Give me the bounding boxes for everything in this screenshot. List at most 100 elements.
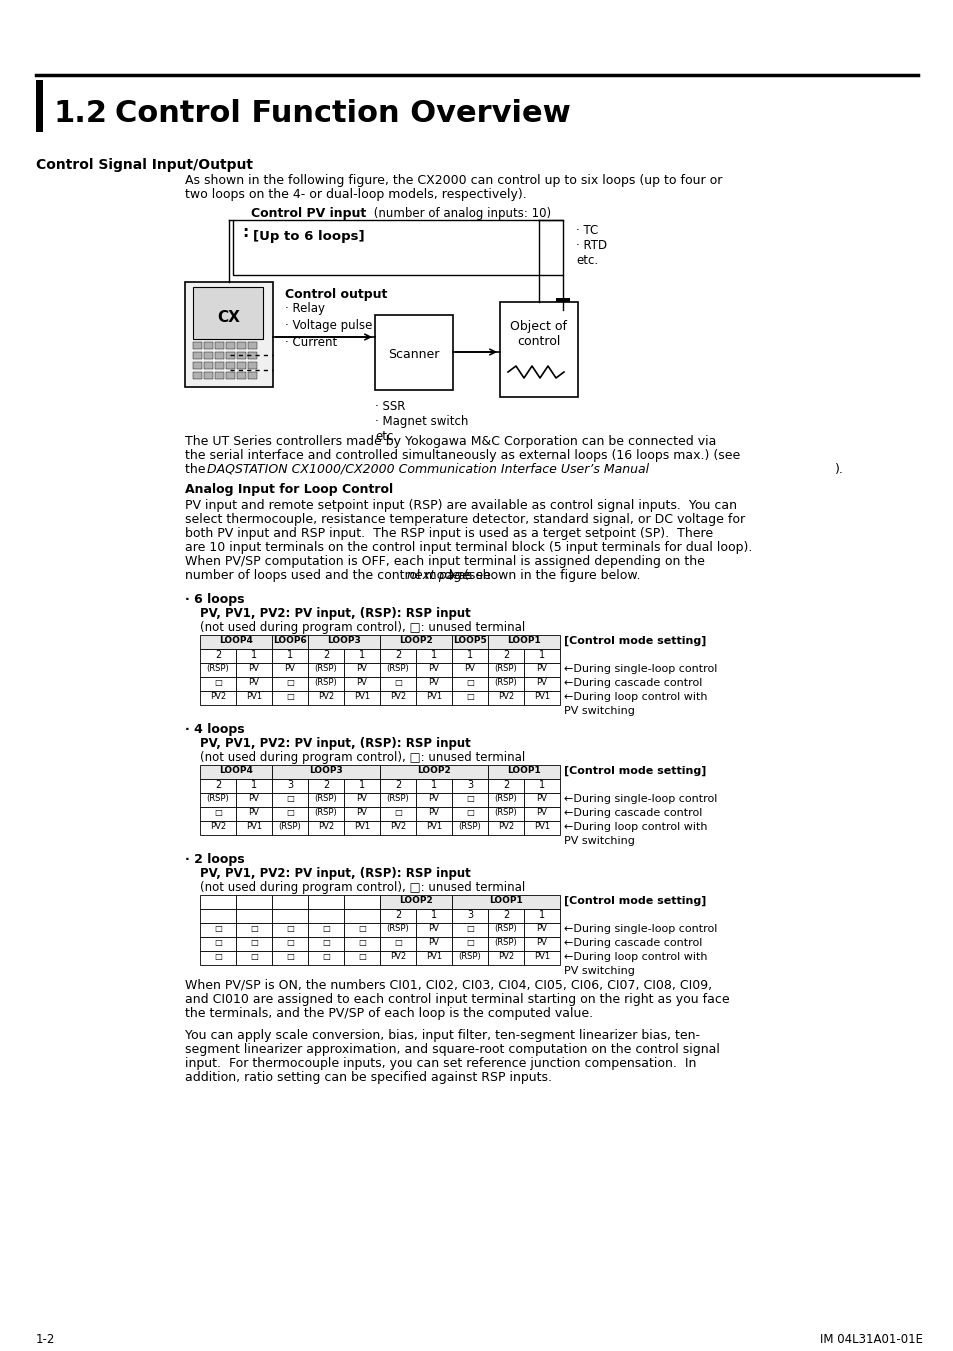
- Text: (RSP): (RSP): [458, 821, 481, 831]
- Text: (RSP): (RSP): [314, 808, 337, 817]
- Text: ←During single-loop control: ←During single-loop control: [563, 794, 717, 804]
- Bar: [308, 663, 344, 677]
- Text: Scanner: Scanner: [388, 349, 439, 362]
- Text: □: □: [466, 808, 474, 817]
- Bar: [272, 690, 308, 705]
- Text: (RSP): (RSP): [494, 938, 517, 947]
- Bar: [200, 793, 235, 807]
- Bar: [235, 821, 272, 835]
- Bar: [344, 909, 379, 923]
- Bar: [226, 353, 234, 359]
- Text: □: □: [466, 692, 474, 701]
- Bar: [308, 951, 344, 965]
- Bar: [272, 663, 308, 677]
- Bar: [523, 807, 559, 821]
- Text: (RSP): (RSP): [386, 924, 409, 934]
- Text: 2: 2: [214, 650, 221, 661]
- Text: □: □: [466, 794, 474, 802]
- Bar: [375, 315, 453, 390]
- Text: 1: 1: [538, 780, 544, 790]
- Text: PV: PV: [284, 663, 295, 673]
- Text: CX: CX: [217, 309, 240, 324]
- Bar: [488, 923, 523, 938]
- Text: PV switching: PV switching: [563, 966, 634, 975]
- Bar: [272, 909, 308, 923]
- Bar: [248, 362, 256, 369]
- Bar: [214, 362, 224, 369]
- Text: When PV/SP is ON, the numbers CI01, CI02, CI03, CI04, CI05, CI06, CI07, CI08, CI: When PV/SP is ON, the numbers CI01, CI02…: [185, 979, 711, 992]
- Bar: [379, 951, 416, 965]
- Text: number of loops used and the control mode (see: number of loops used and the control mod…: [185, 569, 495, 582]
- Bar: [452, 951, 488, 965]
- Bar: [523, 677, 559, 690]
- Text: 2: 2: [214, 780, 221, 790]
- Text: · Relay
· Voltage pulse
· Current: · Relay · Voltage pulse · Current: [285, 303, 372, 349]
- Text: segment linearizer approximation, and square-root computation on the control sig: segment linearizer approximation, and sq…: [185, 1043, 720, 1056]
- Text: (not used during program control), □: unused terminal: (not used during program control), □: un…: [200, 881, 525, 894]
- Bar: [200, 765, 272, 780]
- Text: next page: next page: [406, 569, 469, 582]
- Text: ←During cascade control: ←During cascade control: [563, 808, 701, 817]
- Bar: [344, 938, 379, 951]
- Bar: [204, 342, 213, 349]
- Text: LOOP1: LOOP1: [507, 766, 540, 775]
- Text: 1: 1: [251, 780, 256, 790]
- Text: □: □: [466, 678, 474, 688]
- Bar: [226, 372, 234, 380]
- Text: 1-2: 1-2: [36, 1333, 55, 1346]
- Bar: [452, 690, 488, 705]
- Bar: [488, 765, 559, 780]
- Bar: [416, 923, 452, 938]
- Bar: [379, 807, 416, 821]
- Bar: [344, 793, 379, 807]
- Text: LOOP4: LOOP4: [219, 766, 253, 775]
- Bar: [452, 923, 488, 938]
- Bar: [452, 663, 488, 677]
- Text: Object of
control: Object of control: [510, 320, 567, 349]
- Bar: [272, 780, 308, 793]
- Text: PV1: PV1: [425, 952, 441, 961]
- Text: PV1: PV1: [246, 821, 262, 831]
- Text: ←During cascade control: ←During cascade control: [563, 678, 701, 688]
- Text: □: □: [322, 938, 330, 947]
- Bar: [523, 793, 559, 807]
- Text: (not used during program control), □: unused terminal: (not used during program control), □: un…: [200, 621, 525, 634]
- Bar: [308, 821, 344, 835]
- Text: 2: 2: [395, 650, 400, 661]
- Bar: [272, 793, 308, 807]
- Bar: [200, 821, 235, 835]
- Text: 1: 1: [466, 650, 473, 661]
- Bar: [200, 677, 235, 690]
- Bar: [379, 677, 416, 690]
- Text: [Up to 6 loops]: [Up to 6 loops]: [253, 230, 364, 243]
- Bar: [379, 663, 416, 677]
- Bar: [272, 765, 379, 780]
- Text: are 10 input terminals on the control input terminal block (5 input terminals fo: are 10 input terminals on the control in…: [185, 540, 752, 554]
- Text: ).: ).: [834, 463, 843, 476]
- Bar: [272, 894, 308, 909]
- Bar: [200, 635, 272, 648]
- Bar: [452, 677, 488, 690]
- Text: both PV input and RSP input.  The RSP input is used as a terget setpoint (SP).  : both PV input and RSP input. The RSP inp…: [185, 527, 713, 540]
- Text: Control output: Control output: [285, 288, 387, 301]
- Text: LOOP3: LOOP3: [309, 766, 342, 775]
- Text: PV: PV: [356, 808, 367, 817]
- Text: □: □: [394, 938, 401, 947]
- Bar: [308, 793, 344, 807]
- Bar: [200, 938, 235, 951]
- Bar: [200, 894, 235, 909]
- Text: [Control mode setting]: [Control mode setting]: [563, 766, 705, 777]
- Text: DAQSTATION CX1000/CX2000 Communication Interface User’s Manual: DAQSTATION CX1000/CX2000 Communication I…: [207, 463, 648, 476]
- Text: Analog Input for Loop Control: Analog Input for Loop Control: [185, 484, 393, 496]
- Text: □: □: [213, 924, 222, 934]
- Text: ←During loop control with: ←During loop control with: [563, 821, 707, 832]
- Bar: [235, 938, 272, 951]
- Bar: [235, 677, 272, 690]
- Bar: [344, 951, 379, 965]
- Bar: [272, 923, 308, 938]
- Bar: [452, 894, 559, 909]
- Text: PV: PV: [428, 678, 439, 688]
- Bar: [416, 951, 452, 965]
- Text: :: :: [242, 226, 248, 240]
- Bar: [236, 362, 246, 369]
